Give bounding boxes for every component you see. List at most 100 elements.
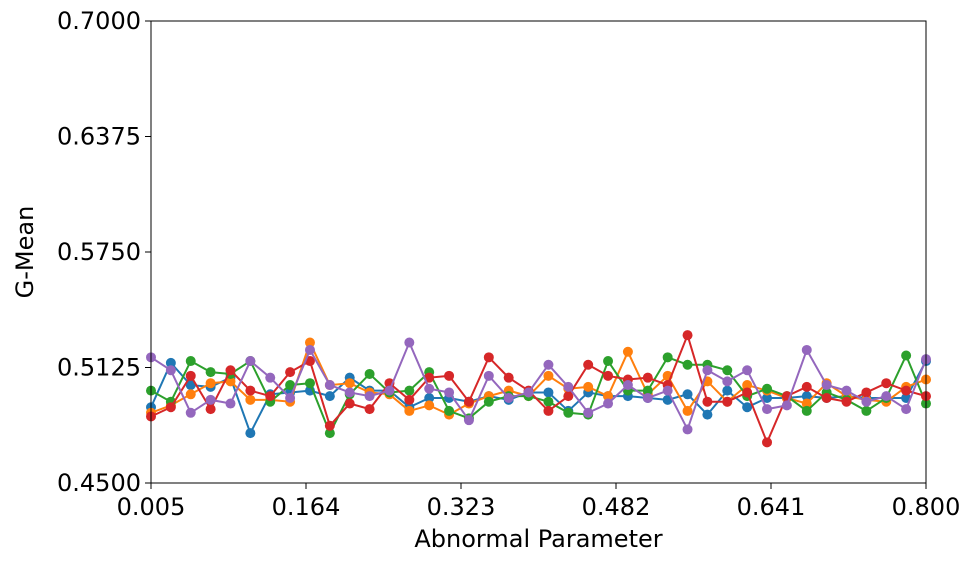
- series-1-point: [424, 392, 435, 403]
- series-3-line: [150, 353, 927, 436]
- series-1-point: [324, 391, 335, 402]
- series-4-point: [245, 385, 256, 396]
- series-4-point: [225, 365, 236, 376]
- series-3-point: [861, 405, 872, 416]
- series-4-point: [841, 396, 852, 407]
- series-5-line: [150, 339, 927, 432]
- series-5-point: [742, 365, 753, 376]
- series-5-point: [583, 407, 594, 418]
- series-4-point: [185, 370, 196, 381]
- series-2-point: [583, 381, 594, 392]
- series-4-point: [642, 372, 653, 383]
- series-2-point: [622, 346, 633, 357]
- series-5-point: [245, 356, 256, 367]
- series-4-point: [444, 370, 455, 381]
- series-5-point: [364, 391, 375, 402]
- series-4-point: [463, 396, 474, 407]
- series-3-point: [483, 396, 494, 407]
- series-1-point: [245, 428, 256, 439]
- series-5-point: [205, 394, 216, 405]
- series-1-point: [742, 402, 753, 413]
- series-1-point: [702, 409, 713, 420]
- series-5-point: [841, 385, 852, 396]
- series-2-point: [304, 337, 315, 348]
- series-3-point: [901, 350, 912, 361]
- series-2-point: [682, 405, 693, 416]
- series-2-point: [603, 391, 614, 402]
- series-3-point: [364, 368, 375, 379]
- series-5: [146, 337, 931, 435]
- series-4-point: [821, 392, 832, 403]
- series-3-point: [603, 356, 614, 367]
- series-5-point: [543, 359, 554, 370]
- y-tick-label: 0.5750: [57, 238, 141, 266]
- series-4-point: [285, 367, 296, 378]
- series-4-point: [583, 359, 594, 370]
- series-5-point: [881, 391, 892, 402]
- series-4-point: [483, 352, 494, 363]
- series-4-point: [702, 396, 713, 407]
- series-5-point: [642, 392, 653, 403]
- series-1-point: [762, 392, 773, 403]
- series-3-point: [722, 365, 733, 376]
- series-4-point: [682, 330, 693, 341]
- series-4-point: [424, 372, 435, 383]
- series-5-point: [722, 376, 733, 387]
- series-4-point: [265, 391, 276, 402]
- series-3-point: [801, 405, 812, 416]
- series-4-point: [324, 420, 335, 431]
- series-1-point: [722, 385, 733, 396]
- series-2-point: [543, 370, 554, 381]
- series-5-point: [762, 404, 773, 415]
- series-1-point: [543, 387, 554, 398]
- series-5-point: [185, 407, 196, 418]
- y-tick-label: 0.5125: [57, 354, 141, 382]
- series-5-point: [702, 365, 713, 376]
- series-3-point: [185, 356, 196, 367]
- x-tick-label: 0.800: [892, 493, 961, 521]
- series-5-point: [463, 415, 474, 426]
- y-axis-label: G-Mean: [11, 206, 39, 299]
- series-3-point: [682, 359, 693, 370]
- series-1-point: [682, 389, 693, 400]
- x-tick-label: 0.164: [272, 493, 341, 521]
- series-4-point: [762, 437, 773, 448]
- series-2-point: [225, 376, 236, 387]
- x-tick-label: 0.323: [427, 493, 496, 521]
- series-5-point: [304, 344, 315, 355]
- series-5-point: [483, 370, 494, 381]
- series-4-point: [543, 405, 554, 416]
- series-5-point: [225, 398, 236, 409]
- series-5-point: [285, 392, 296, 403]
- series-4-point: [364, 404, 375, 415]
- series-5-point: [384, 385, 395, 396]
- series-5-point: [682, 424, 693, 435]
- series-4-point: [205, 404, 216, 415]
- series-4-point: [722, 396, 733, 407]
- series-5-point: [424, 383, 435, 394]
- series-2-point: [344, 378, 355, 389]
- series-4-line: [150, 332, 927, 445]
- series-3-point: [563, 407, 574, 418]
- series-4-point: [881, 378, 892, 389]
- series-4-point: [801, 381, 812, 392]
- series-3-point: [642, 385, 653, 396]
- series-4-point: [165, 402, 176, 413]
- series-5-point: [324, 380, 335, 391]
- series-1-point: [801, 391, 812, 402]
- series-3-point: [285, 380, 296, 391]
- series-4-point: [742, 387, 753, 398]
- series-2-point: [404, 405, 415, 416]
- x-tick-label: 0.482: [582, 493, 651, 521]
- series-3-point: [762, 383, 773, 394]
- series-4: [146, 330, 931, 448]
- series-5-point: [901, 404, 912, 415]
- series-4-point: [603, 370, 614, 381]
- series-5-point: [821, 380, 832, 391]
- x-axis-label: Abnormal Parameter: [414, 525, 662, 553]
- series-3-point: [205, 367, 216, 378]
- series-2-point: [801, 398, 812, 409]
- series-5-point: [861, 396, 872, 407]
- series-3-point: [543, 396, 554, 407]
